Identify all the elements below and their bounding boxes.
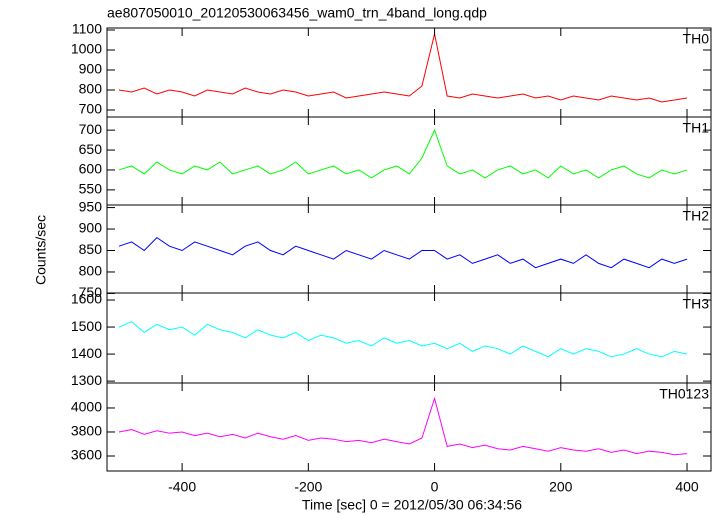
x-tick-label: -200 xyxy=(294,479,322,495)
panel-label: TH0123 xyxy=(659,386,709,402)
y-axis-label: Counts/sec xyxy=(33,215,49,285)
y-tick-label: 850 xyxy=(79,241,103,257)
panel-frame xyxy=(106,382,712,472)
x-tick-label: -400 xyxy=(168,479,196,495)
x-tick-label: 0 xyxy=(431,479,439,495)
y-tick-label: 1600 xyxy=(71,291,102,307)
y-tick-label: 600 xyxy=(79,161,103,177)
y-tick-label: 3800 xyxy=(71,423,102,439)
y-tick-label: 1400 xyxy=(71,345,102,361)
y-tick-label: 800 xyxy=(79,263,103,279)
y-tick-label: 900 xyxy=(79,61,103,77)
y-tick-label: 1000 xyxy=(71,41,102,57)
series-line xyxy=(118,236,688,269)
chart-title: ae807050010_20120530063456_wam0_trn_4ban… xyxy=(107,5,487,21)
panel-label: TH3 xyxy=(683,296,710,312)
y-tick-label: 4000 xyxy=(71,399,102,415)
y-tick-label: 650 xyxy=(79,141,103,157)
x-tick-label: 400 xyxy=(675,479,699,495)
y-tick-label: 550 xyxy=(79,181,103,197)
x-tick-label: 200 xyxy=(549,479,573,495)
y-tick-label: 800 xyxy=(79,81,103,97)
y-tick-label: 700 xyxy=(79,121,103,137)
series-line xyxy=(118,128,688,179)
y-tick-label: 1100 xyxy=(72,21,102,37)
y-tick-label: 700 xyxy=(79,101,103,117)
panel-label: TH2 xyxy=(683,208,710,224)
y-tick-label: 750 xyxy=(79,284,103,300)
panel-label: TH1 xyxy=(683,120,710,136)
series-line xyxy=(118,396,688,456)
series-line xyxy=(118,33,688,103)
panel-label: TH0 xyxy=(683,31,710,47)
series-line xyxy=(118,321,688,358)
x-axis-label: Time [sec] 0 = 2012/05/30 06:34:56 xyxy=(302,497,522,513)
y-tick-label: 1300 xyxy=(71,372,102,388)
y-tick-label: 950 xyxy=(79,198,103,214)
y-tick-label: 3600 xyxy=(71,447,102,463)
y-tick-label: 900 xyxy=(79,220,103,236)
y-tick-label: 1500 xyxy=(71,318,102,334)
